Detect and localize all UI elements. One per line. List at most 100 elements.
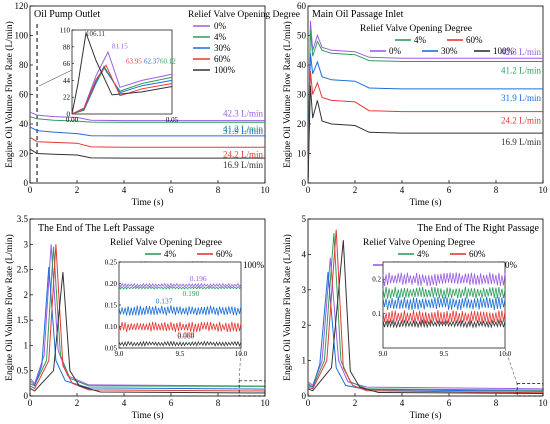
legend-label: 4%	[164, 249, 177, 259]
series-line	[307, 233, 544, 391]
y-tick-label: 120	[15, 1, 29, 11]
y-tick-label: 40	[19, 119, 29, 129]
end-value-label: 24.2 L/min	[501, 116, 541, 126]
inset-peak-label: 106.11	[86, 30, 105, 38]
x-tick-label: 0	[306, 185, 311, 195]
y-tick-label: 2	[24, 290, 29, 300]
inset-x-tick-label: 0.05	[166, 116, 179, 124]
inset-y-tick-label: 0.15	[105, 302, 118, 310]
y-tick-label: 10	[297, 149, 307, 159]
legend-label: 0%	[389, 46, 402, 56]
legend-label: 4%	[417, 249, 430, 259]
plot-frame	[307, 218, 544, 397]
x-tick-label: 6	[447, 398, 452, 408]
x-tick-label: 2	[353, 185, 358, 195]
series-line	[307, 240, 544, 394]
series-line	[29, 272, 266, 394]
inset-mean-label: 0.196	[190, 274, 207, 283]
inset-series-line	[382, 318, 506, 329]
inset-peak-label: 63.95	[126, 58, 142, 66]
plot-frame	[29, 218, 266, 397]
inset-series-line	[71, 31, 173, 115]
y-tick-label: 1	[302, 356, 307, 366]
x-tick-label: 4	[122, 185, 127, 195]
series-line	[29, 266, 266, 390]
y-tick-label: 30	[297, 90, 307, 100]
y-tick-label: 0.5	[17, 366, 29, 376]
series-line	[29, 244, 266, 387]
end-value-label: 31.9 L/min	[223, 126, 263, 136]
legend-title: Relief Valve Opening Degree	[360, 23, 472, 34]
end-value-label: 16.9 L/min	[223, 160, 263, 170]
zoom-region	[516, 383, 544, 397]
series-line	[29, 111, 265, 122]
inset-x-tick-label: 9.0	[379, 350, 388, 358]
series-line	[307, 85, 543, 184]
end-value-label: 42.3 L/min	[501, 47, 541, 57]
inset-series-line	[382, 286, 506, 299]
y-tick-label: 0	[24, 178, 29, 188]
y-tick-label: 4	[302, 249, 307, 259]
inset-series-line	[118, 340, 242, 347]
inset-x-tick-label: 9.5	[176, 350, 185, 358]
zoom-connector	[504, 347, 518, 384]
x-tick-label: 4	[122, 398, 127, 408]
panel-title: The End of The Right Passage	[417, 223, 539, 234]
inset: 0.05 0.10 0.15 0.20 0.25 9.0 9.5 10.0 0.196 0.190…	[105, 259, 248, 359]
inset-x-tick-label: 0.00	[66, 116, 79, 124]
inset-y-tick-label: 0.1	[372, 310, 381, 318]
inset-peak-label: 81.15	[112, 42, 128, 50]
inset-x-tick-label: 10.0	[499, 350, 512, 358]
inset-y-tick-label: 0.05	[105, 345, 118, 353]
legend-label: 100%	[493, 46, 515, 56]
legend-label: 4%	[214, 32, 227, 42]
y-tick-label: 1	[24, 340, 29, 350]
y-tick-label: 20	[297, 119, 307, 129]
inset-y-tick-label: 66	[63, 60, 71, 68]
inset-y-tick-label: 0.2	[372, 276, 381, 284]
series-line	[307, 229, 544, 394]
y-tick-label: 0	[302, 391, 307, 401]
inset-series-line	[118, 305, 242, 316]
y-tick-label: 3.5	[17, 214, 29, 224]
x-tick-label: 6	[169, 185, 174, 195]
legend-label: 60%	[469, 249, 486, 259]
inset-series-line	[118, 321, 242, 333]
y-tick-label: 60	[297, 1, 307, 11]
inset-y-tick-label: 0	[67, 111, 71, 119]
inset-series-line	[382, 296, 506, 311]
legend-label: 30%	[214, 43, 231, 53]
y-axis-label: Engine Oil Volume Flow Rate (L/min)	[282, 21, 293, 168]
x-tick-label: 4	[400, 185, 405, 195]
inset-series-line	[382, 310, 506, 324]
x-tick-label: 0	[28, 185, 33, 195]
inset-mean-label: 0.099	[178, 330, 195, 339]
inset-frame	[118, 261, 242, 349]
x-tick-label: 4	[400, 398, 405, 408]
y-tick-label: 1.5	[17, 315, 29, 325]
x-tick-label: 2	[75, 185, 80, 195]
y-axis-label: Engine Oil Volume Flow Rate (L/min)	[282, 234, 293, 381]
y-tick-label: 3	[24, 239, 29, 249]
x-tick-label: 6	[447, 185, 452, 195]
legend-title: Relief Valve Opening Degree	[188, 9, 300, 20]
panel-c: 0 2 4 6 8 10 0 0.5 1 1.5 2 2.5 3 3.5 Time (s) Engine Oi…	[4, 214, 270, 421]
x-tick-label: 2	[353, 398, 358, 408]
legend-label: 30%	[441, 46, 458, 56]
x-axis-label: Time (s)	[131, 197, 163, 208]
inset-x-tick-label: 9.5	[440, 350, 449, 358]
inset-series-line	[382, 272, 506, 287]
inset: 0 22 44 66 88 110 0.00 0.05 106.11 81.15 63.95 62.3…	[60, 27, 179, 125]
inset-series-line	[118, 285, 242, 290]
y-tick-label: 0	[24, 391, 29, 401]
legend-label: 100%	[214, 65, 236, 75]
series-line	[29, 148, 265, 159]
inset-y-tick-label: 44	[63, 77, 71, 85]
legend-label: 60%	[214, 54, 231, 64]
legend-title: Relief Valve Opening Degree	[363, 237, 475, 248]
x-axis-label: Time (s)	[409, 197, 441, 208]
inset-x-tick-label: 10.0	[235, 350, 248, 358]
end-value-label: 42.3 L/min	[223, 109, 263, 119]
x-tick-label: 10	[261, 185, 271, 195]
